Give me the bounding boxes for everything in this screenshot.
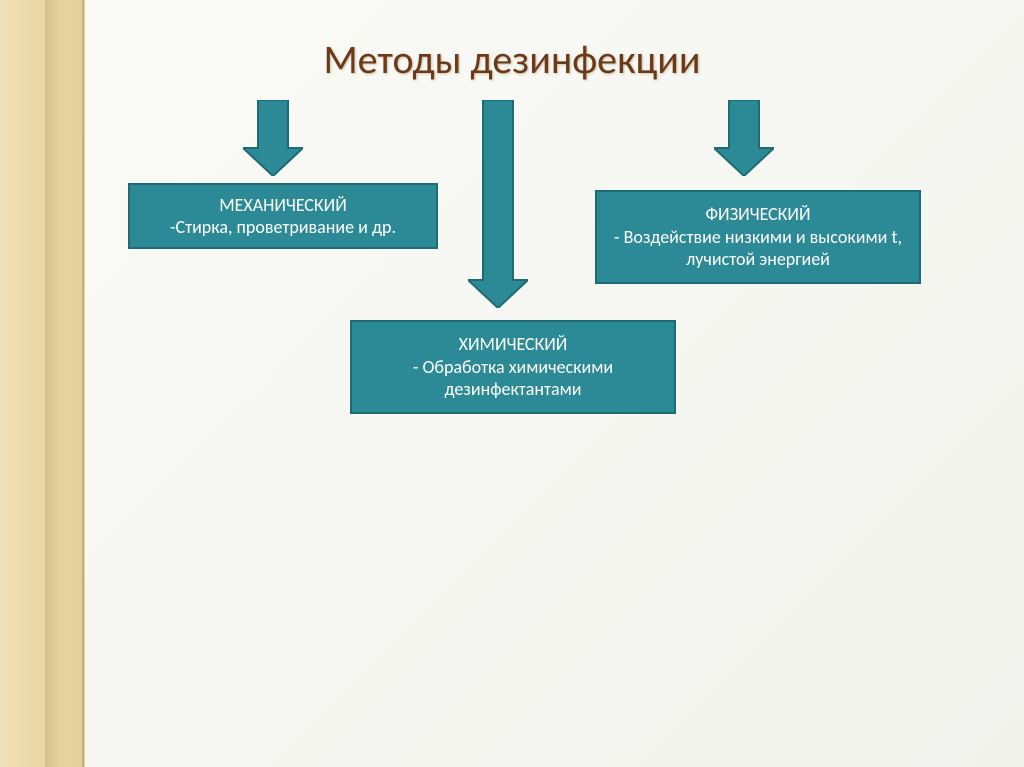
arrow-left — [243, 100, 303, 176]
box-physical: ФИЗИЧЕСКИЙ- Воздействие низкими и высоки… — [595, 190, 921, 284]
box-mechanical: МЕХАНИЧЕСКИЙ-Стирка, проветривание и др. — [128, 183, 438, 249]
box-physical-desc: - Воздействие низкими и высокими t, лучи… — [607, 226, 909, 271]
paper-texture-strip — [0, 0, 85, 767]
slide-title: Методы дезинфекции — [0, 38, 1024, 82]
box-mechanical-desc: -Стирка, проветривание и др. — [170, 216, 396, 239]
box-chemical: ХИМИЧЕСКИЙ- Обработка химическими дезинф… — [350, 320, 676, 414]
box-chemical-heading: ХИМИЧЕСКИЙ — [459, 333, 568, 356]
box-physical-heading: ФИЗИЧЕСКИЙ — [705, 203, 810, 226]
arrow-center — [468, 100, 528, 308]
arrow-right — [714, 100, 774, 176]
box-mechanical-heading: МЕХАНИЧЕСКИЙ — [219, 194, 347, 217]
box-chemical-desc: - Обработка химическими дезинфектантами — [362, 356, 664, 401]
